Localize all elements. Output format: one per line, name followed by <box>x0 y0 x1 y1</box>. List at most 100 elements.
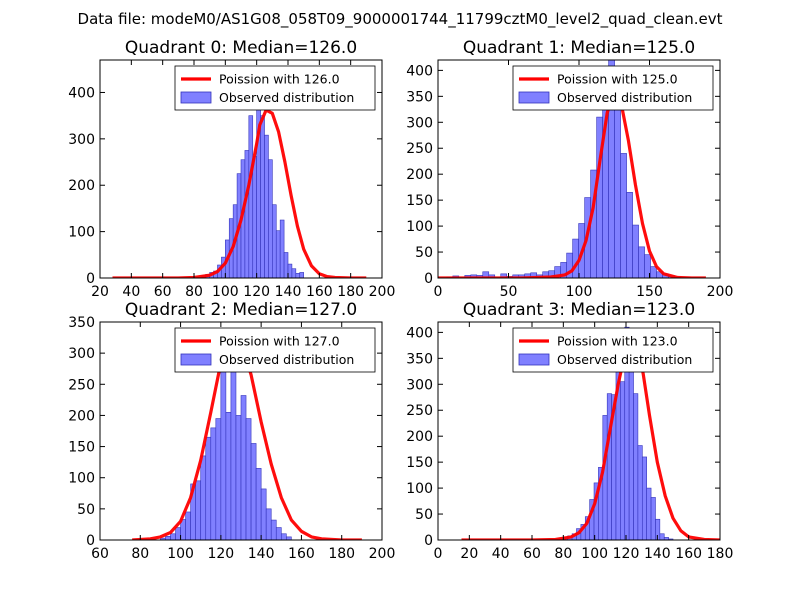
histogram-bar <box>175 527 181 540</box>
histogram-bar <box>655 518 661 540</box>
panel-title: Quadrant 3: Median=123.0 <box>463 300 695 320</box>
histogram-bar <box>572 238 579 278</box>
y-tick-label: 350 <box>68 315 95 331</box>
histogram-bar <box>637 445 643 540</box>
x-tick-label: 120 <box>243 284 270 300</box>
x-tick-label: 180 <box>337 284 364 300</box>
y-tick-label: 0 <box>86 533 95 549</box>
y-tick-label: 0 <box>424 271 433 287</box>
x-tick-label: 120 <box>207 546 234 562</box>
x-tick-label: 100 <box>212 284 239 300</box>
figure-title: Data file: modeM0/AS1G08_058T09_90000017… <box>78 10 723 29</box>
histogram-bar <box>170 533 176 540</box>
histogram-bar <box>602 415 608 540</box>
histogram-bar <box>205 436 212 540</box>
y-tick-label: 50 <box>415 507 433 523</box>
histogram-bar <box>235 415 242 540</box>
y-tick-label: 100 <box>68 225 95 241</box>
x-tick-label: 180 <box>707 546 734 562</box>
histogram-bar <box>291 268 297 278</box>
x-tick-label: 0 <box>434 546 443 562</box>
legend-label-observed: Observed distribution <box>557 90 692 105</box>
y-tick-label: 100 <box>68 471 95 487</box>
y-tick-label: 50 <box>415 245 433 261</box>
x-tick-label: 180 <box>328 546 355 562</box>
x-tick-label: 20 <box>460 546 478 562</box>
legend: Poission with 127.0 Observed distribution <box>174 327 376 373</box>
histogram-bar <box>614 103 621 278</box>
x-tick-label: 160 <box>306 284 333 300</box>
histogram-bar <box>165 535 171 540</box>
histogram-bar <box>633 393 639 540</box>
histogram-bar <box>255 468 262 540</box>
histogram-bar <box>260 488 267 540</box>
y-tick-label: 400 <box>406 325 433 341</box>
histogram-bar <box>280 533 287 540</box>
x-tick-label: 160 <box>675 546 702 562</box>
x-tick-label: 100 <box>167 546 194 562</box>
x-tick-label: 60 <box>154 284 172 300</box>
axes-frame <box>99 59 383 279</box>
legend-label-poisson: Poission with 126.0 <box>219 72 340 87</box>
histogram-bar <box>200 455 207 540</box>
x-tick-label: 140 <box>644 546 671 562</box>
histogram-bar <box>260 115 265 278</box>
histogram-bar <box>659 533 665 540</box>
y-tick-label: 300 <box>406 115 433 131</box>
histogram-bar <box>252 156 257 278</box>
y-tick-label: 200 <box>406 167 433 183</box>
histogram-bar <box>195 480 202 540</box>
legend-bar-swatch <box>518 91 550 104</box>
y-tick-label: 50 <box>77 502 95 518</box>
x-tick-label: 140 <box>275 284 302 300</box>
histogram-bar <box>244 150 250 278</box>
y-tick-label: 200 <box>68 408 95 424</box>
y-tick-label: 400 <box>406 63 433 79</box>
x-tick-label: 80 <box>554 546 572 562</box>
y-tick-label: 250 <box>406 141 433 157</box>
histogram-bar <box>299 272 304 278</box>
histogram-bar <box>248 115 254 278</box>
histogram-bar <box>295 273 301 278</box>
y-tick-label: 150 <box>68 440 95 456</box>
y-tick-label: 350 <box>406 351 433 367</box>
histogram-bar <box>270 519 277 540</box>
histogram-bar <box>250 443 257 540</box>
axes-frame <box>99 321 383 541</box>
legend-bar-swatch <box>518 353 550 366</box>
histogram-bar <box>264 134 269 278</box>
x-tick-label: 160 <box>288 546 315 562</box>
x-tick-label: 40 <box>492 546 510 562</box>
legend-label-observed: Observed distribution <box>219 352 354 367</box>
histogram-bars <box>201 106 304 278</box>
y-tick-label: 350 <box>406 89 433 105</box>
subplots-grid: Quadrant 0: Median=126.020 40 60 80 100 120 14… <box>68 38 733 562</box>
histogram-bar <box>215 418 222 540</box>
histogram-bar <box>641 456 647 540</box>
y-tick-label: 400 <box>68 85 95 101</box>
histogram-bar <box>279 219 285 278</box>
y-tick-label: 100 <box>406 481 433 497</box>
panel-title: Quadrant 1: Median=125.0 <box>463 38 695 58</box>
legend: Poission with 125.0 Observed distribution <box>512 65 714 111</box>
histogram-bar <box>220 368 227 540</box>
histogram-bar <box>275 230 281 278</box>
histogram-bar <box>286 536 292 540</box>
x-tick-label: 60 <box>523 546 541 562</box>
histogram-bar <box>272 204 277 278</box>
y-tick-label: 300 <box>68 346 95 362</box>
x-tick-label: 100 <box>566 284 593 300</box>
y-tick-label: 0 <box>86 271 95 287</box>
y-tick-label: 250 <box>68 377 95 393</box>
histogram-bar <box>620 153 627 278</box>
histogram-bars <box>160 340 292 540</box>
x-tick-label: 100 <box>581 546 608 562</box>
histogram-bar <box>185 511 191 540</box>
histogram-bar <box>275 527 282 540</box>
x-tick-label: 40 <box>122 284 140 300</box>
legend-label-poisson: Poission with 127.0 <box>219 334 340 349</box>
x-tick-label: 140 <box>248 546 275 562</box>
histogram-bar <box>225 412 232 540</box>
histogram-bar <box>650 266 657 278</box>
legend: Poission with 126.0 Observed distribution <box>174 65 376 111</box>
